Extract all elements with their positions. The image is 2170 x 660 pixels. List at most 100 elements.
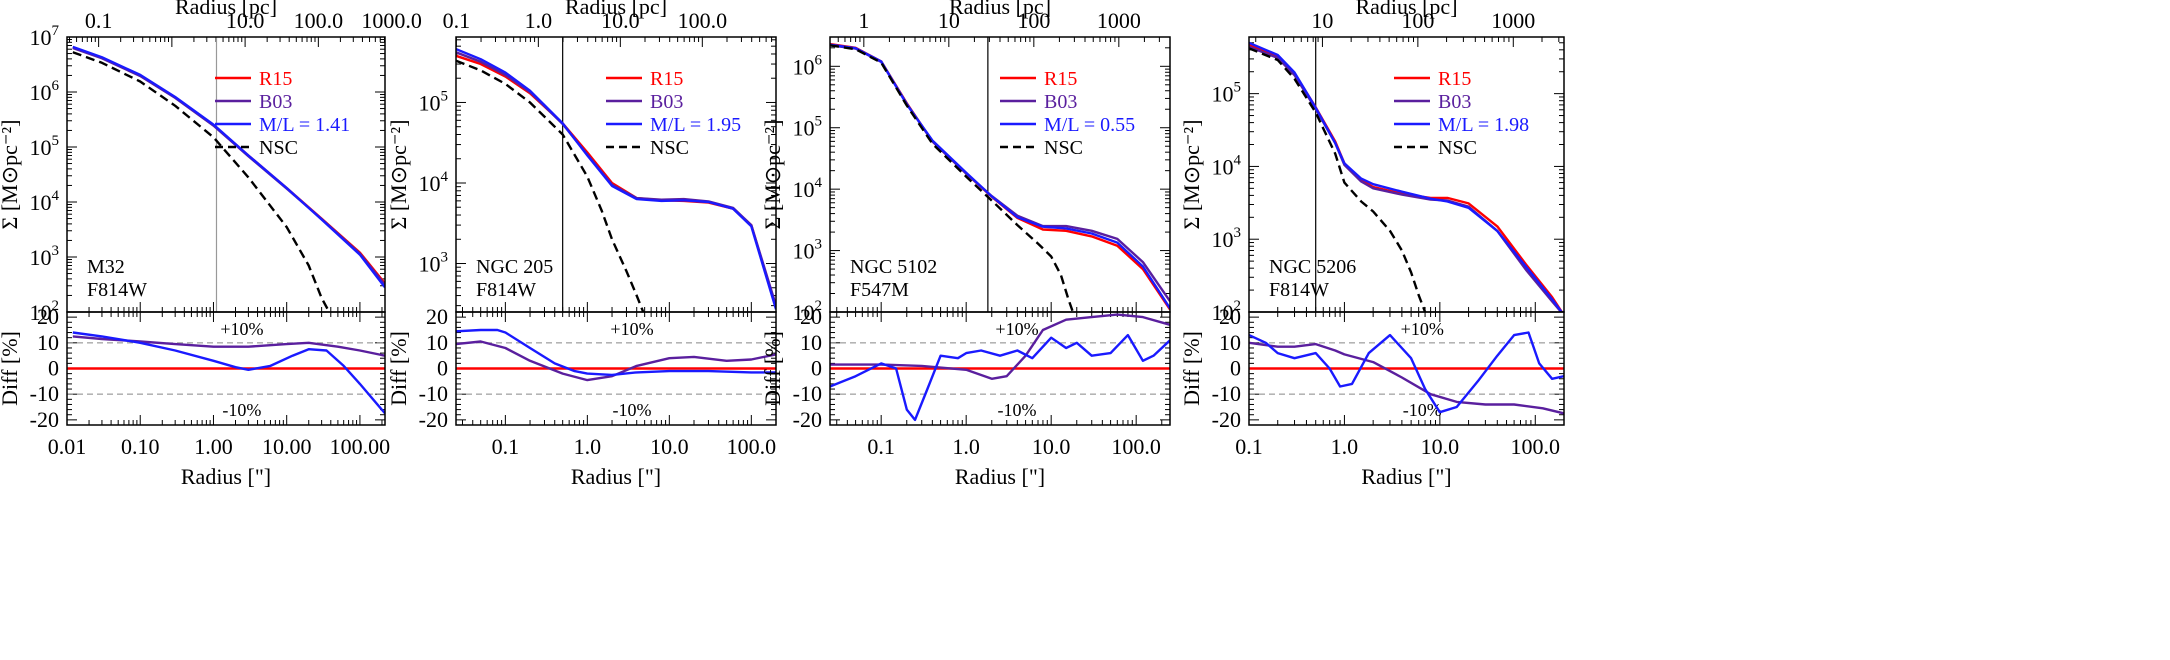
filter-label: F814W	[476, 279, 536, 301]
tick-marks	[1248, 36, 1565, 425]
y-tick-label: 104	[419, 169, 449, 196]
y-tick-label: 106	[30, 78, 60, 105]
diff-y-tick-label: 10	[37, 330, 59, 355]
y-tick-base: 10	[793, 300, 815, 325]
diff-y-tick-label: -20	[1212, 407, 1241, 432]
diff-y-tick-label: -10	[1212, 381, 1241, 406]
y-tick-label: 103	[30, 243, 60, 270]
plus-10-label: +10%	[220, 319, 263, 339]
top-x-tick-label: 10	[1311, 8, 1333, 33]
series-line-m-l-1-95	[456, 47, 776, 310]
x-tick-label: 100.00	[330, 434, 391, 459]
diff-line-m-l	[1249, 331, 1564, 414]
diff-y-tick-label: -10	[793, 381, 822, 406]
filter-label: F814W	[1269, 279, 1329, 301]
profile-series	[830, 42, 1170, 312]
y-tick-label: 102	[1212, 298, 1242, 325]
y-tick-exp: 4	[52, 188, 60, 204]
diff-y-tick-label: 0	[48, 356, 59, 381]
y-tick-base: 10	[30, 190, 52, 215]
x-tick-label: 10.0	[1421, 434, 1460, 459]
legend-label-2: M/L = 0.55	[1044, 114, 1135, 136]
legend-label-1: B03	[650, 91, 683, 113]
top-x-axis-label: Radius [pc]	[175, 0, 277, 19]
tick-marks	[455, 37, 777, 425]
filter-label: F814W	[87, 279, 147, 301]
legend-label-3: NSC	[1438, 137, 1477, 159]
diff-line-m-l	[456, 328, 776, 377]
legend-label-1: B03	[259, 91, 292, 113]
series-line-nsc	[456, 59, 645, 312]
diff-series	[456, 328, 776, 382]
y-tick-base: 10	[793, 177, 815, 202]
top-x-tick-label: 1.0	[525, 8, 553, 33]
top-x-tick-label: 1000	[1097, 8, 1141, 33]
diff-line-m-l	[72, 331, 385, 415]
diff-y-tick-label: 20	[426, 304, 448, 329]
x-tick-label: 10.0	[650, 434, 689, 459]
x-axis-label: Radius ["]	[571, 464, 661, 489]
y-tick-exp: 3	[441, 250, 449, 266]
top-x-axis-label: Radius [pc]	[949, 0, 1051, 19]
top-x-tick-label: 100	[1017, 8, 1050, 33]
y-tick-exp: 5	[441, 88, 449, 104]
y-tick-base: 10	[793, 54, 815, 79]
x-axis-label: Radius ["]	[955, 464, 1045, 489]
profile-series	[72, 45, 385, 312]
y-tick-base: 10	[1212, 154, 1234, 179]
diff-line-m-l	[830, 333, 1170, 422]
legend-label-0: R15	[1044, 68, 1077, 90]
y-tick-base: 10	[30, 80, 52, 105]
top-x-tick-label: 1000.0	[361, 8, 422, 33]
y-tick-base: 10	[30, 300, 52, 325]
top-x-tick-label: 10	[938, 8, 960, 33]
y-tick-base: 10	[1212, 82, 1234, 107]
y-tick-exp: 2	[52, 298, 60, 314]
y-tick-base: 10	[30, 245, 52, 270]
y-tick-exp: 4	[441, 169, 449, 185]
x-tick-label: 0.10	[121, 434, 160, 459]
y-axis-label: Σ [M⊙pc⁻²]	[0, 120, 22, 230]
y-tick-base: 10	[793, 239, 815, 264]
diff-series	[830, 313, 1170, 422]
legend-label-2: M/L = 1.98	[1438, 114, 1529, 136]
diff-y-tick-label: 0	[811, 356, 822, 381]
y-axis-label: Σ [M⊙pc⁻²]	[1179, 120, 1204, 230]
legend-label-2: M/L = 1.95	[650, 114, 741, 136]
y-tick-exp: 5	[52, 133, 60, 149]
minus-10-label: -10%	[613, 400, 652, 420]
y-tick-exp: 6	[815, 52, 823, 68]
y-tick-base: 10	[419, 252, 441, 277]
legend-label-1: B03	[1044, 91, 1077, 113]
y-tick-exp: 5	[815, 114, 823, 130]
x-tick-label: 0.1	[867, 434, 895, 459]
x-tick-label: 100.0	[727, 434, 777, 459]
y-tick-label: 102	[30, 298, 60, 325]
series-line-r15	[72, 46, 385, 285]
diff-y-tick-label: 20	[800, 304, 822, 329]
x-axis-label: Radius ["]	[1361, 464, 1451, 489]
series-line-nsc	[72, 51, 331, 312]
y-tick-label: 103	[419, 250, 449, 277]
galaxy-label: M32	[87, 256, 125, 278]
y-axis-label: Σ [M⊙pc⁻²]	[760, 120, 785, 230]
legend-label-2: M/L = 1.41	[259, 114, 350, 136]
x-tick-label: 10.00	[262, 434, 312, 459]
diff-axis-label: Diff [%]	[760, 331, 785, 406]
diff-y-tick-label: -10	[419, 381, 448, 406]
diff-axis-label: Diff [%]	[1179, 331, 1204, 406]
y-tick-base: 10	[419, 90, 441, 115]
y-tick-label: 104	[30, 188, 60, 215]
y-tick-base: 10	[30, 135, 52, 160]
diff-frame	[66, 311, 386, 426]
top-x-tick-label: 10.0	[601, 8, 640, 33]
y-tick-base: 10	[1212, 227, 1234, 252]
legend-label-0: R15	[259, 68, 292, 90]
top-x-tick-label: 1	[858, 8, 869, 33]
diff-axis-label: Diff [%]	[0, 331, 22, 406]
